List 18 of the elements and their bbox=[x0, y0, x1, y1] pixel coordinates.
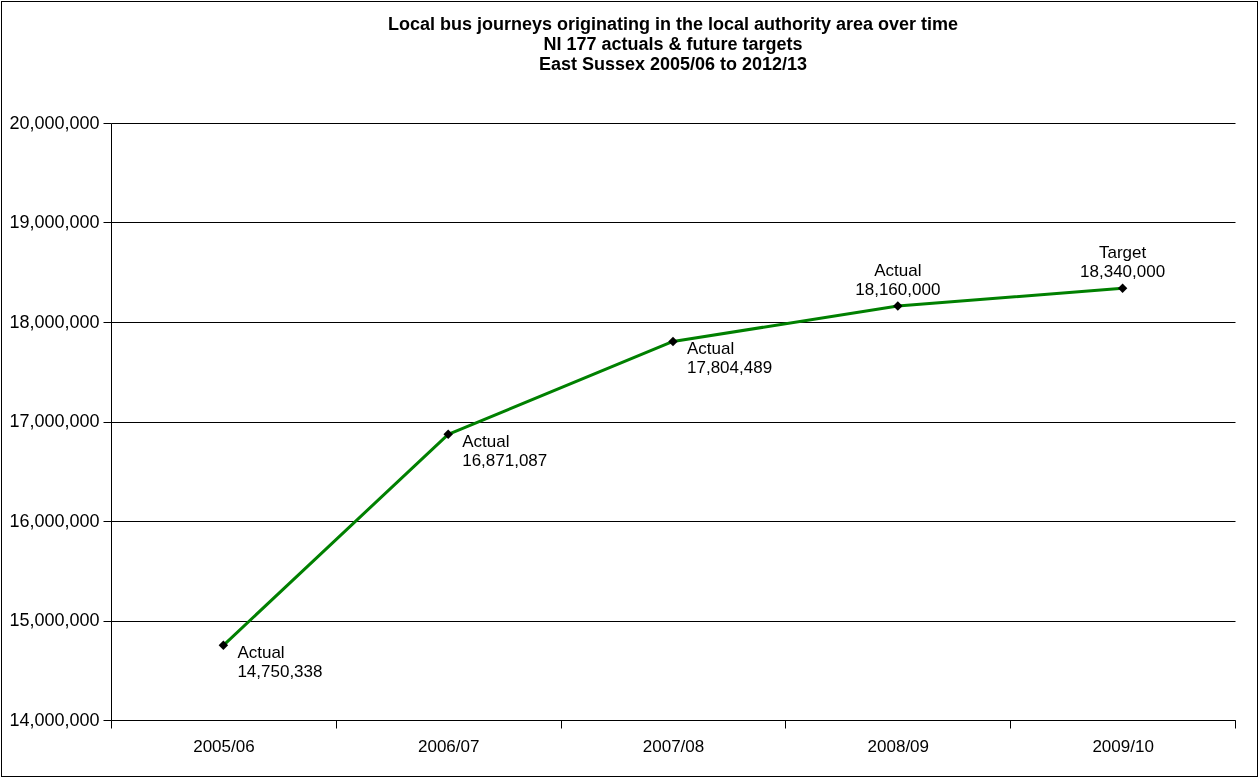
x-tick-label: 2009/10 bbox=[1092, 736, 1154, 756]
y-tick-label: 16,000,000 bbox=[9, 510, 100, 531]
data-label: Target 18,340,000 bbox=[1080, 243, 1166, 282]
chart-title: Local bus journeys originating in the local authority area over time NI 177 actuals & future targets East Sussex 2005/06 to 2012/13 bbox=[387, 14, 959, 74]
data-label: Actual 16,871,087 bbox=[462, 432, 548, 471]
y-tick-label: 15,000,000 bbox=[9, 610, 100, 630]
x-tick-label: 2007/08 bbox=[642, 736, 705, 756]
x-tick-label: 2005/06 bbox=[193, 736, 255, 756]
data-label: Actual 18,160,000 bbox=[855, 261, 941, 300]
x-tick-label: 2008/09 bbox=[867, 736, 930, 756]
y-tick-label: 18,000,000 bbox=[9, 311, 100, 332]
y-tick-label: 20,000,000 bbox=[9, 112, 100, 133]
data-label: Actual 17,804,489 bbox=[687, 339, 773, 378]
y-tick-label: 19,000,000 bbox=[9, 212, 100, 232]
y-tick-label: 14,000,000 bbox=[9, 709, 100, 730]
data-label: Actual 14,750,338 bbox=[237, 643, 323, 682]
y-tick-label: 17,000,000 bbox=[9, 411, 100, 431]
x-tick-label: 2006/07 bbox=[417, 736, 480, 756]
